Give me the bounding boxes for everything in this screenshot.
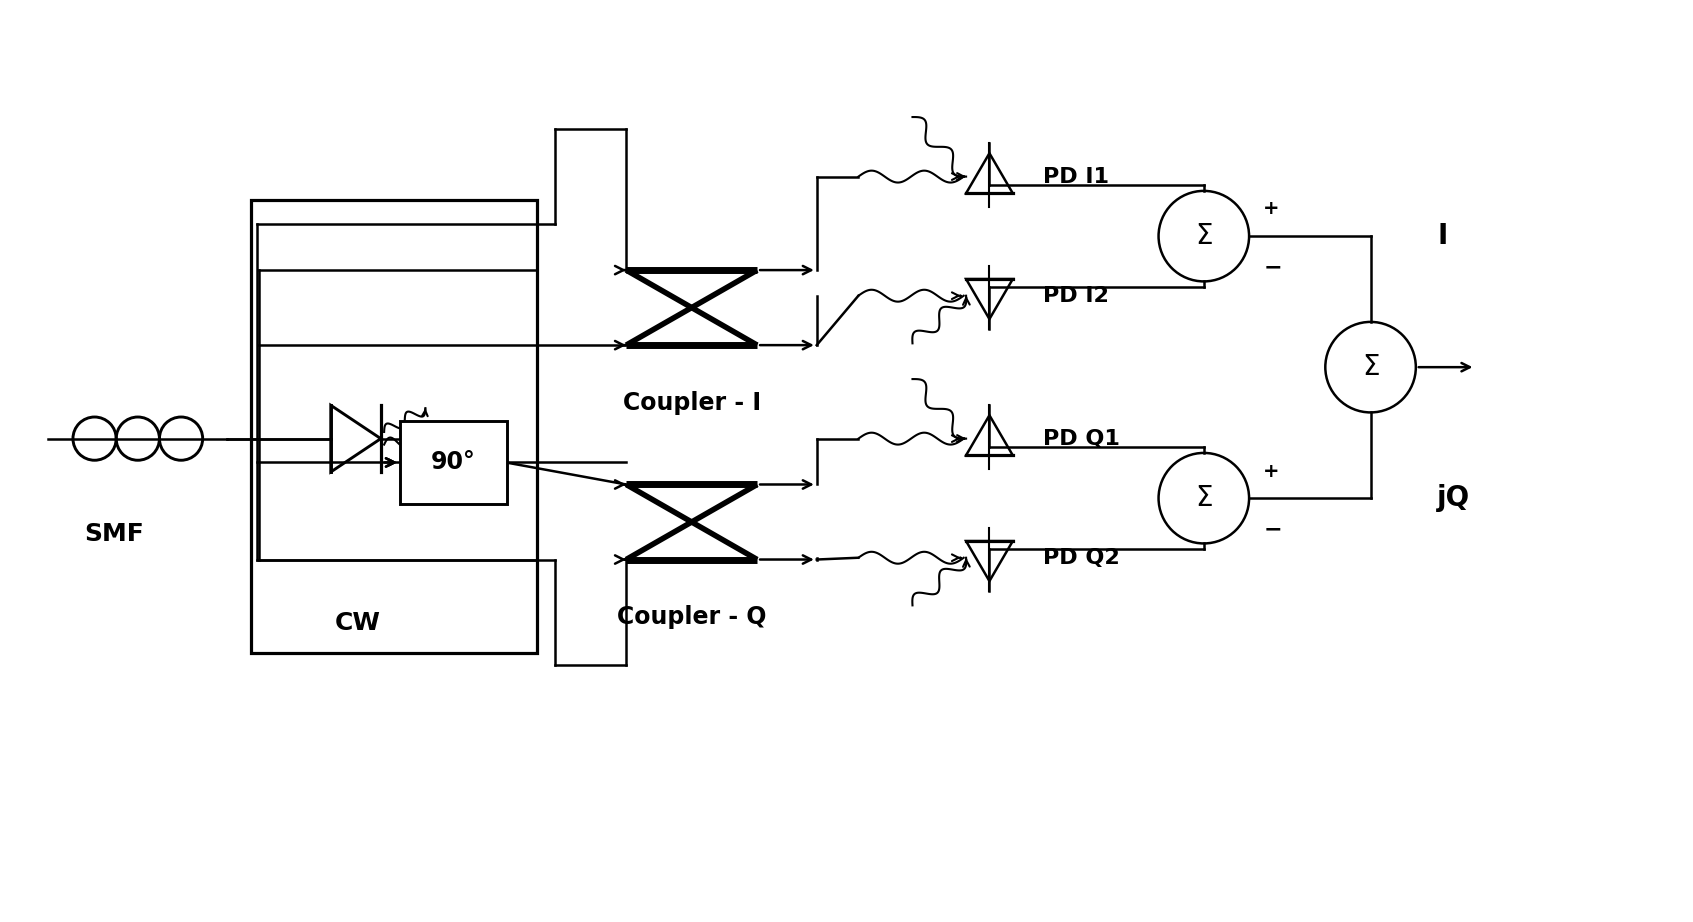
Text: SMF: SMF [85, 522, 144, 546]
Text: jQ: jQ [1437, 484, 1471, 513]
Text: PD I1: PD I1 [1043, 167, 1109, 186]
Text: I: I [1437, 222, 1448, 250]
Text: −: − [1263, 258, 1282, 278]
FancyBboxPatch shape [400, 420, 506, 504]
Text: +: + [1263, 462, 1280, 480]
Text: +: + [1263, 199, 1280, 219]
Text: $\Sigma$: $\Sigma$ [1195, 484, 1212, 513]
Text: PD Q2: PD Q2 [1043, 548, 1119, 568]
Text: Coupler - I: Coupler - I [623, 391, 760, 415]
Text: PD I2: PD I2 [1043, 286, 1109, 306]
FancyBboxPatch shape [251, 200, 537, 653]
Text: $\Sigma$: $\Sigma$ [1361, 353, 1380, 381]
Text: PD Q1: PD Q1 [1043, 429, 1119, 449]
Text: CW: CW [335, 611, 381, 635]
Text: $\Sigma$: $\Sigma$ [1195, 222, 1212, 250]
Text: 90°: 90° [432, 451, 476, 475]
Text: Coupler - Q: Coupler - Q [616, 606, 767, 630]
Text: −: − [1263, 520, 1282, 540]
